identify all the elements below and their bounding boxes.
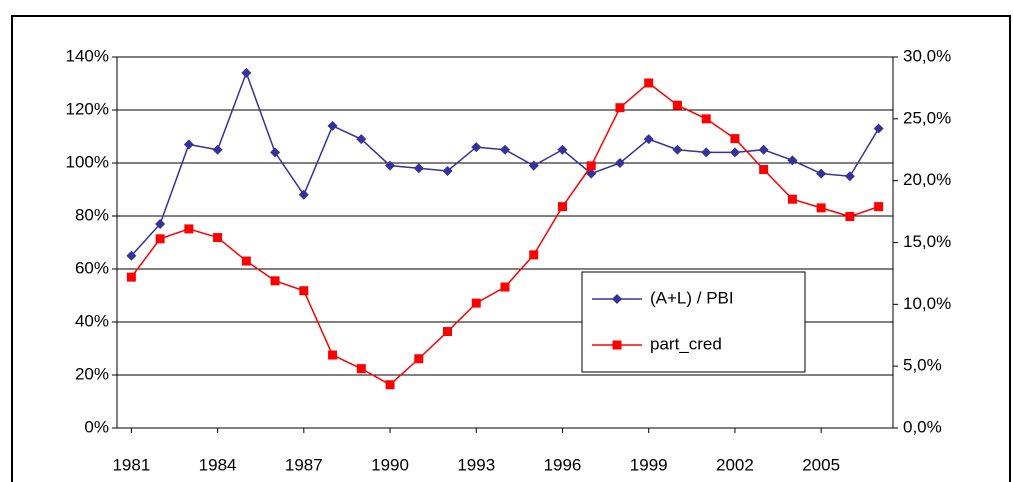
point (126, 250, 137, 261)
legend-label: (A+L) / PBI (650, 288, 734, 307)
point (270, 147, 281, 158)
point (528, 160, 539, 171)
y2-tick-label: 15,0% (903, 232, 951, 251)
legend-marker (612, 294, 622, 304)
point (787, 194, 797, 204)
y2-tick-label: 10,0% (903, 294, 951, 313)
point (644, 78, 654, 88)
legend-box (581, 271, 806, 373)
point (586, 168, 597, 179)
point (213, 233, 223, 243)
point (672, 100, 682, 110)
point (298, 189, 309, 200)
point (183, 139, 194, 150)
y-tick-label: 140% (66, 46, 109, 65)
y2-tick-label: 20,0% (903, 170, 951, 189)
x-tick-label: 1981 (112, 455, 150, 474)
point (557, 202, 567, 212)
x-tick-label: 1996 (544, 455, 582, 474)
point (529, 250, 539, 260)
point (327, 120, 338, 131)
point (787, 155, 798, 166)
legend-label: part_cred (650, 334, 722, 353)
x-tick-label: 1993 (457, 455, 495, 474)
point (385, 160, 396, 171)
point (443, 327, 453, 337)
point (614, 158, 625, 168)
y-tick-label: 60% (75, 258, 109, 277)
point (500, 144, 510, 155)
y2-tick-label: 5,0% (903, 356, 942, 375)
point (500, 282, 510, 292)
y-tick-label: 100% (66, 152, 109, 171)
point (328, 350, 338, 360)
y-tick-label: 40% (75, 311, 109, 330)
point (586, 161, 596, 171)
x-tick-label: 1990 (371, 455, 409, 474)
y2-tick-label: 0,0% (903, 417, 942, 436)
point (701, 114, 711, 124)
point (356, 134, 367, 145)
point (241, 67, 252, 78)
point (413, 163, 424, 174)
point (557, 144, 568, 155)
point (615, 103, 625, 113)
point (414, 354, 424, 364)
point (874, 202, 884, 212)
y2-tick-label: 25,0% (903, 108, 951, 127)
point (729, 147, 740, 158)
point (184, 224, 194, 234)
point (844, 171, 855, 182)
point (471, 298, 481, 308)
point (126, 272, 136, 282)
point (356, 364, 366, 374)
y-tick-label: 20% (75, 364, 109, 383)
point (155, 234, 165, 244)
x-tick-label: 1999 (630, 455, 668, 474)
y-tick-label: 0% (84, 417, 109, 436)
point (759, 165, 769, 175)
point (758, 144, 769, 155)
point (270, 276, 280, 286)
point (672, 144, 683, 155)
y-tick-label: 80% (75, 205, 109, 224)
point (643, 134, 654, 145)
point (816, 203, 826, 213)
legend-marker (612, 340, 622, 350)
x-tick-label: 1984 (199, 455, 237, 474)
point (385, 380, 395, 390)
point (471, 142, 482, 153)
point (730, 134, 740, 144)
point (845, 212, 855, 222)
point (873, 123, 884, 134)
point (816, 168, 827, 179)
point (299, 286, 309, 296)
point (212, 144, 223, 155)
point (241, 256, 251, 266)
x-tick-label: 2002 (716, 455, 754, 474)
x-tick-label: 2005 (802, 455, 840, 474)
point (442, 165, 453, 176)
y2-tick-label: 30,0% (903, 46, 951, 65)
point (701, 147, 712, 158)
y-tick-label: 120% (66, 99, 109, 118)
chart-frame (11, 15, 1011, 482)
point (155, 218, 166, 229)
x-tick-label: 1987 (285, 455, 323, 474)
